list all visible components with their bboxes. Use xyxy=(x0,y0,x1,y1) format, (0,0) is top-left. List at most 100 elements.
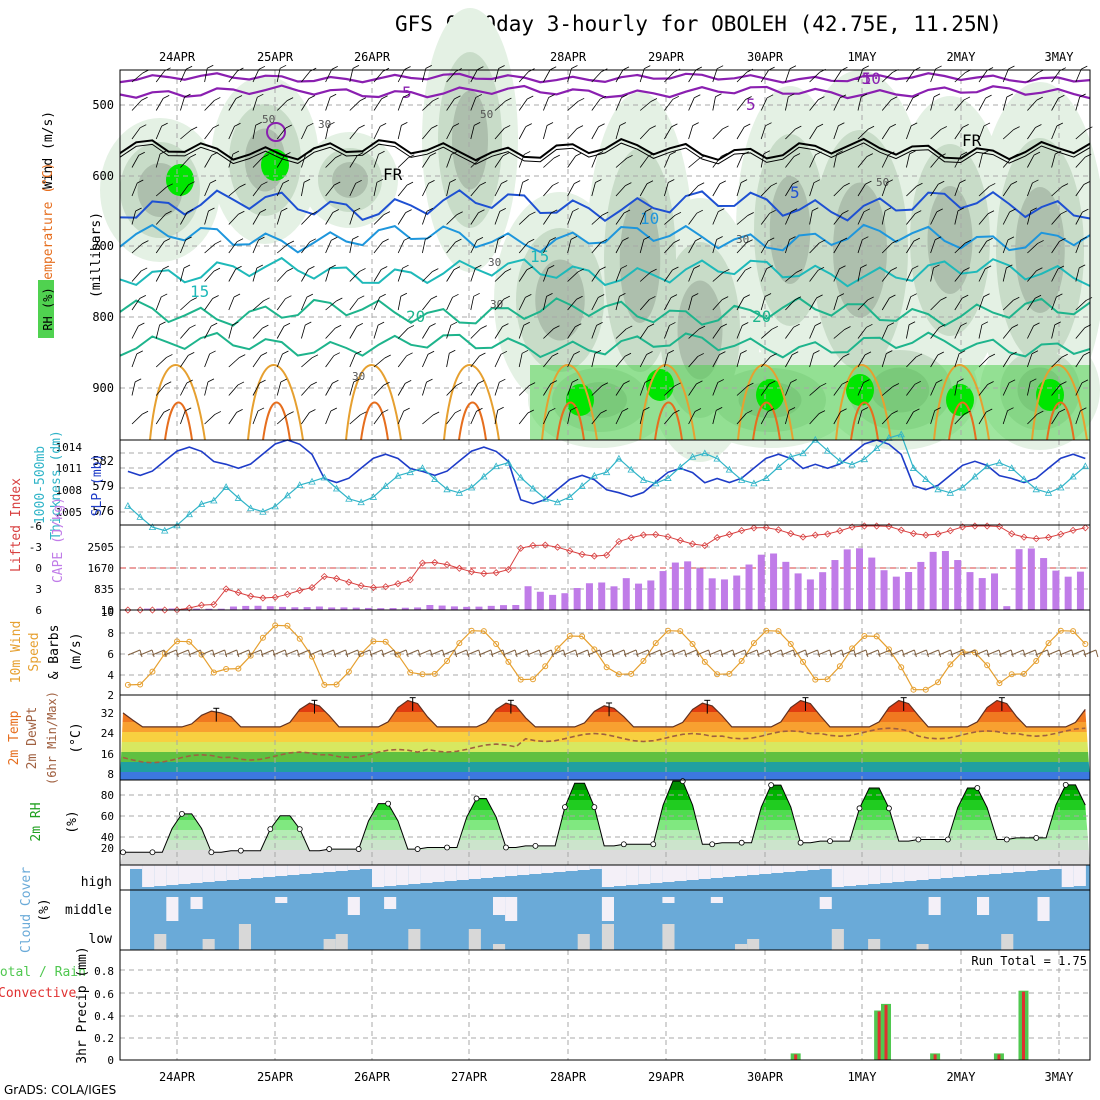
temp-orange-loop-1 xyxy=(247,364,304,441)
wind-barb-flag-1-35 xyxy=(985,94,992,99)
wind-barb-1-9 xyxy=(349,100,361,111)
wind-barb-flag-8-8 xyxy=(336,297,343,302)
wind-barb-flag-12-16 xyxy=(527,409,534,414)
wind-barb-0-0 xyxy=(131,72,143,83)
wind-barb-flag-11-13 xyxy=(456,382,463,386)
lifted-marker-17 xyxy=(333,574,341,583)
slp-ytick-1014: 1014 xyxy=(56,441,83,454)
cape-ytick-835: 835 xyxy=(94,583,114,596)
lifted-marker-33 xyxy=(529,541,537,550)
wind-barb-flag-3-27 xyxy=(793,153,801,157)
rh-marker-69 xyxy=(797,839,804,846)
wind-barb-7-8 xyxy=(325,267,331,282)
wind-barb-10-24 xyxy=(712,354,720,368)
wind-barb-flag-1-33 xyxy=(933,93,941,98)
wind-barb-flag-8-22 xyxy=(670,294,678,298)
rh-marker-78 xyxy=(886,805,892,812)
wind-barb-7-7 xyxy=(301,269,309,282)
temp-band-6 xyxy=(120,762,1090,772)
wind-barb-flag-11-34 xyxy=(957,378,964,383)
wind-barb-flag-7-29 xyxy=(839,265,846,270)
wind-barb-5-5 xyxy=(252,212,261,225)
wind-barb-3-24 xyxy=(712,156,722,168)
wind-barb-8-23 xyxy=(688,296,693,311)
cloud-low-gap-51 xyxy=(747,939,760,950)
cape-bar-43 xyxy=(671,562,679,610)
wind-barb-9-10 xyxy=(373,324,379,339)
wind-barb-8-32 xyxy=(906,296,912,311)
temp-line xyxy=(122,699,1086,728)
contour-label-10: 20 xyxy=(752,307,771,326)
wind-speed-marker-62 xyxy=(885,646,892,653)
lifted-marker-27 xyxy=(455,564,463,572)
wind-barb-8-13 xyxy=(446,297,453,311)
sfc-barb-34 xyxy=(539,649,552,656)
sfc-barb-19 xyxy=(357,649,371,656)
wind-barb-1-29 xyxy=(833,97,841,111)
wind-barb-flag-4-34 xyxy=(959,179,966,184)
sfc-barb-68 xyxy=(950,649,963,656)
wind-barb-10-30 xyxy=(857,354,866,368)
wind-barb-flag-12-19 xyxy=(600,409,607,414)
cape-bar-59 xyxy=(868,557,876,610)
wind-barb-2-28 xyxy=(809,126,818,140)
label-millibars: (millibars) xyxy=(89,212,104,298)
wind-speed-marker-25 xyxy=(431,670,438,677)
cape-bar-58 xyxy=(855,548,863,610)
sfc-barb-44 xyxy=(660,649,673,656)
sfc-barb-flag-70 xyxy=(986,649,990,658)
rh-marker-66 xyxy=(768,782,775,788)
wind-barb-flag-7-19 xyxy=(599,266,606,271)
thickness-marker-21 xyxy=(382,482,390,489)
wind-barb-12-24 xyxy=(712,410,717,425)
wind-barb-5-29 xyxy=(833,213,843,225)
wind-barb-flag-12-18 xyxy=(570,406,577,411)
wind-barb-6-1 xyxy=(155,241,165,254)
wind-barb-10-9 xyxy=(349,353,356,368)
wind-barb-flag-5-4 xyxy=(238,210,245,215)
sfc-barb-51 xyxy=(744,649,758,656)
wind-barb-flag-1-24 xyxy=(715,93,722,98)
wind-barb-8-26 xyxy=(760,296,766,311)
wind-barb-8-7 xyxy=(301,296,308,311)
wind-barb-9-26 xyxy=(760,329,773,339)
wind-speed-marker-8 xyxy=(223,665,230,672)
wind-barb-3-26 xyxy=(760,153,765,168)
wind-speed-marker-36 xyxy=(566,633,573,640)
wind-barb-flag-5-36 xyxy=(1009,208,1016,213)
wind-speed-marker-28 xyxy=(468,627,475,634)
wind-barb-2-33 xyxy=(930,129,942,140)
lifted-marker-63 xyxy=(897,526,905,534)
wind-barb-10-11 xyxy=(397,355,407,368)
wind-barb-flag-5-5 xyxy=(259,209,267,213)
wind-barb-flag-1-15 xyxy=(505,97,512,102)
wind-barb-flag-1-10 xyxy=(381,95,388,100)
wind-barb-flag-10-16 xyxy=(521,349,529,354)
wind-speed-marker-66 xyxy=(935,679,942,686)
cloud-high-gap-50 xyxy=(735,865,748,876)
wind-barb-flag-5-24 xyxy=(718,208,725,212)
wind-barb-10-3 xyxy=(204,353,210,368)
cape-bar-51 xyxy=(770,553,778,610)
wind-barb-9-0 xyxy=(131,325,139,339)
lifted-marker-9 xyxy=(234,589,242,597)
label-wind10-units: (m/s) xyxy=(69,632,84,671)
wind-barb-0-26 xyxy=(760,69,769,83)
wind-barb-10-23 xyxy=(688,356,699,368)
wind-barb-flag-3-28 xyxy=(815,151,822,156)
wind-barb-flag-3-31 xyxy=(888,151,895,156)
wind-barb-flag-4-36 xyxy=(1010,181,1018,185)
wind-barb-4-9 xyxy=(349,183,357,197)
wind-barb-flag-8-4 xyxy=(233,293,241,298)
wind-barb-flag-9-13 xyxy=(450,321,458,326)
wind-barb-9-22 xyxy=(664,325,670,339)
wind-barb-6-19 xyxy=(591,242,602,254)
sfc-barb-flag-72 xyxy=(1010,649,1014,658)
wind-barb-flag-8-29 xyxy=(837,293,845,297)
wind-barb-flag-5-15 xyxy=(499,207,506,212)
wind-barb-flag-5-16 xyxy=(529,211,536,216)
sfc-barb-60 xyxy=(853,649,867,656)
wind-barb-flag-10-25 xyxy=(740,350,747,354)
wind-barb-9-19 xyxy=(591,325,597,339)
